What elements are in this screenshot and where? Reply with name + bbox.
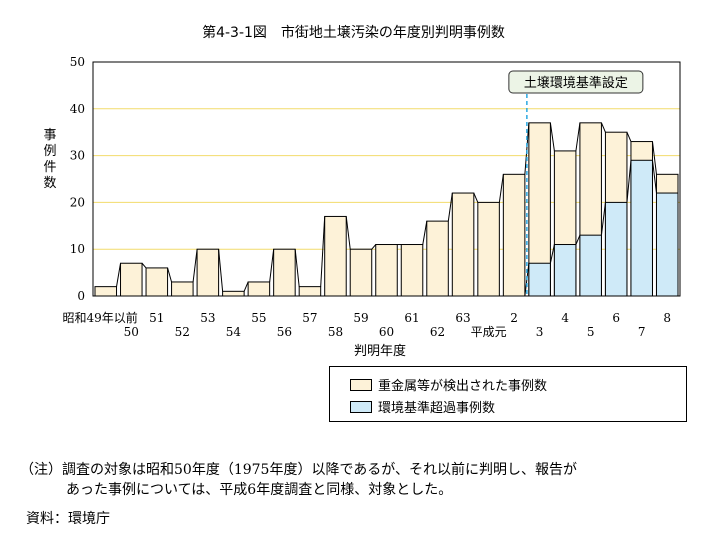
bar-detected [502,173,526,297]
x-tick-label: 60 [379,325,394,339]
x-tick-label: 2 [510,311,518,325]
bar-detected [375,244,398,297]
x-tick-label: 58 [328,325,343,339]
legend-item-detected: 重金属等が検出された事例数 [350,375,547,394]
bar-detected [196,248,220,297]
bar-detected [400,244,424,297]
connector-detected [243,281,249,292]
standard-set-box [508,70,644,94]
legend: 重金属等が検出された事例数 環境基準超過事例数 [329,366,687,422]
bar-detected [477,201,500,297]
y-tick-label: 50 [70,55,85,69]
connector-detected [116,263,122,287]
y-tick-label: 20 [70,195,85,209]
plot-frame [92,61,681,297]
connector-detected [345,216,351,250]
x-tick-label: 昭和49年以前 [62,310,137,325]
x-tick-label: 平成元 [471,325,507,339]
connector-detected [575,122,581,151]
connector-detected [651,141,657,175]
connector-detected [422,221,428,245]
x-tick-label: 8 [663,311,671,325]
y-tick-label: 0 [77,289,85,303]
standard-set-label: 土壌環境基準設定 [524,75,628,91]
x-tick-label: 63 [455,311,470,325]
x-tick-label: 4 [561,311,569,325]
legend-swatch-detected [350,378,372,391]
x-tick-label: 5 [587,325,595,339]
x-tick-label: 62 [430,325,445,339]
connector-exceeded [626,160,632,203]
x-tick-label: 57 [302,311,317,325]
connector-detected [167,267,173,283]
y-axis-label: 事例件数 [43,128,57,191]
bar-detected [94,286,118,297]
x-tick-label: 6 [612,311,620,325]
connector-detected [498,174,504,203]
bar-detected [145,267,169,297]
x-tick-label: 50 [124,325,139,339]
connector-exceeded [600,202,606,236]
bar-detected [298,286,322,297]
bar-exceeded [553,244,577,297]
x-tick-label: 3 [536,325,544,339]
connector-detected [320,216,326,287]
note-line-2: あった事例については、平成6年度調査と同様、対象とした。 [66,482,453,498]
x-axis-label: 判明年度 [353,344,406,359]
x-tick-label: 7 [638,325,646,339]
connector-detected [600,122,606,133]
bar-detected [426,220,449,297]
connector-exceeded [549,244,555,264]
connector-detected [524,122,530,175]
source: 資料：環境庁 [26,511,110,527]
x-tick-label: 56 [277,325,292,339]
connector-detected [549,122,555,151]
connector-exceeded [575,234,581,245]
legend-label-exceeded: 環境基準超過事例数 [378,401,496,416]
legend-item-exceeded: 環境基準超過事例数 [350,397,495,416]
connector-detected [447,192,453,222]
bar-detected [324,215,347,297]
x-tick-label: 53 [200,311,215,325]
bar-detected [273,248,296,297]
x-tick-label: 52 [175,325,190,339]
bar-exceeded [630,159,653,297]
bar-exceeded [655,192,679,297]
y-tick-label: 10 [70,242,85,256]
bar-detected [171,281,194,297]
note-line-1: （注）調査の対象は昭和50年度（1975年度）以降であるが、それ以前に判明し、報… [20,462,578,478]
connector-detected [473,192,479,203]
x-tick-label: 61 [404,311,419,325]
y-tick-label: 40 [70,102,85,116]
bar-exceeded [528,262,551,297]
bar-exceeded [604,201,628,297]
connector-detected [626,132,632,142]
legend-swatch-exceeded [350,400,372,413]
x-tick-label: 55 [251,311,266,325]
connector-detected [141,262,147,269]
bar-detected [120,262,143,297]
legend-label-detected: 重金属等が検出された事例数 [378,379,548,394]
bar-detected [451,192,475,297]
bar-detected [247,281,271,297]
bar-exceeded [579,234,602,297]
y-tick-label: 30 [70,149,85,163]
x-tick-label: 59 [353,311,368,325]
connector-detected [371,244,377,250]
x-tick-label: 54 [226,325,242,339]
connector-detected [294,249,300,287]
connector-detected [218,249,224,292]
bar-detected [222,290,245,297]
note: （注）調査の対象は昭和50年度（1975年度）以降であるが、それ以前に判明し、報… [20,460,690,500]
bar-detected [349,248,373,297]
connector-detected [192,249,198,283]
connector-detected [269,249,275,283]
connector-exceeded [651,160,657,194]
chart-title: 第4-3-1図 市街地土壌汚染の年度別判明事例数 [202,25,505,41]
x-tick-label: 51 [149,311,164,325]
